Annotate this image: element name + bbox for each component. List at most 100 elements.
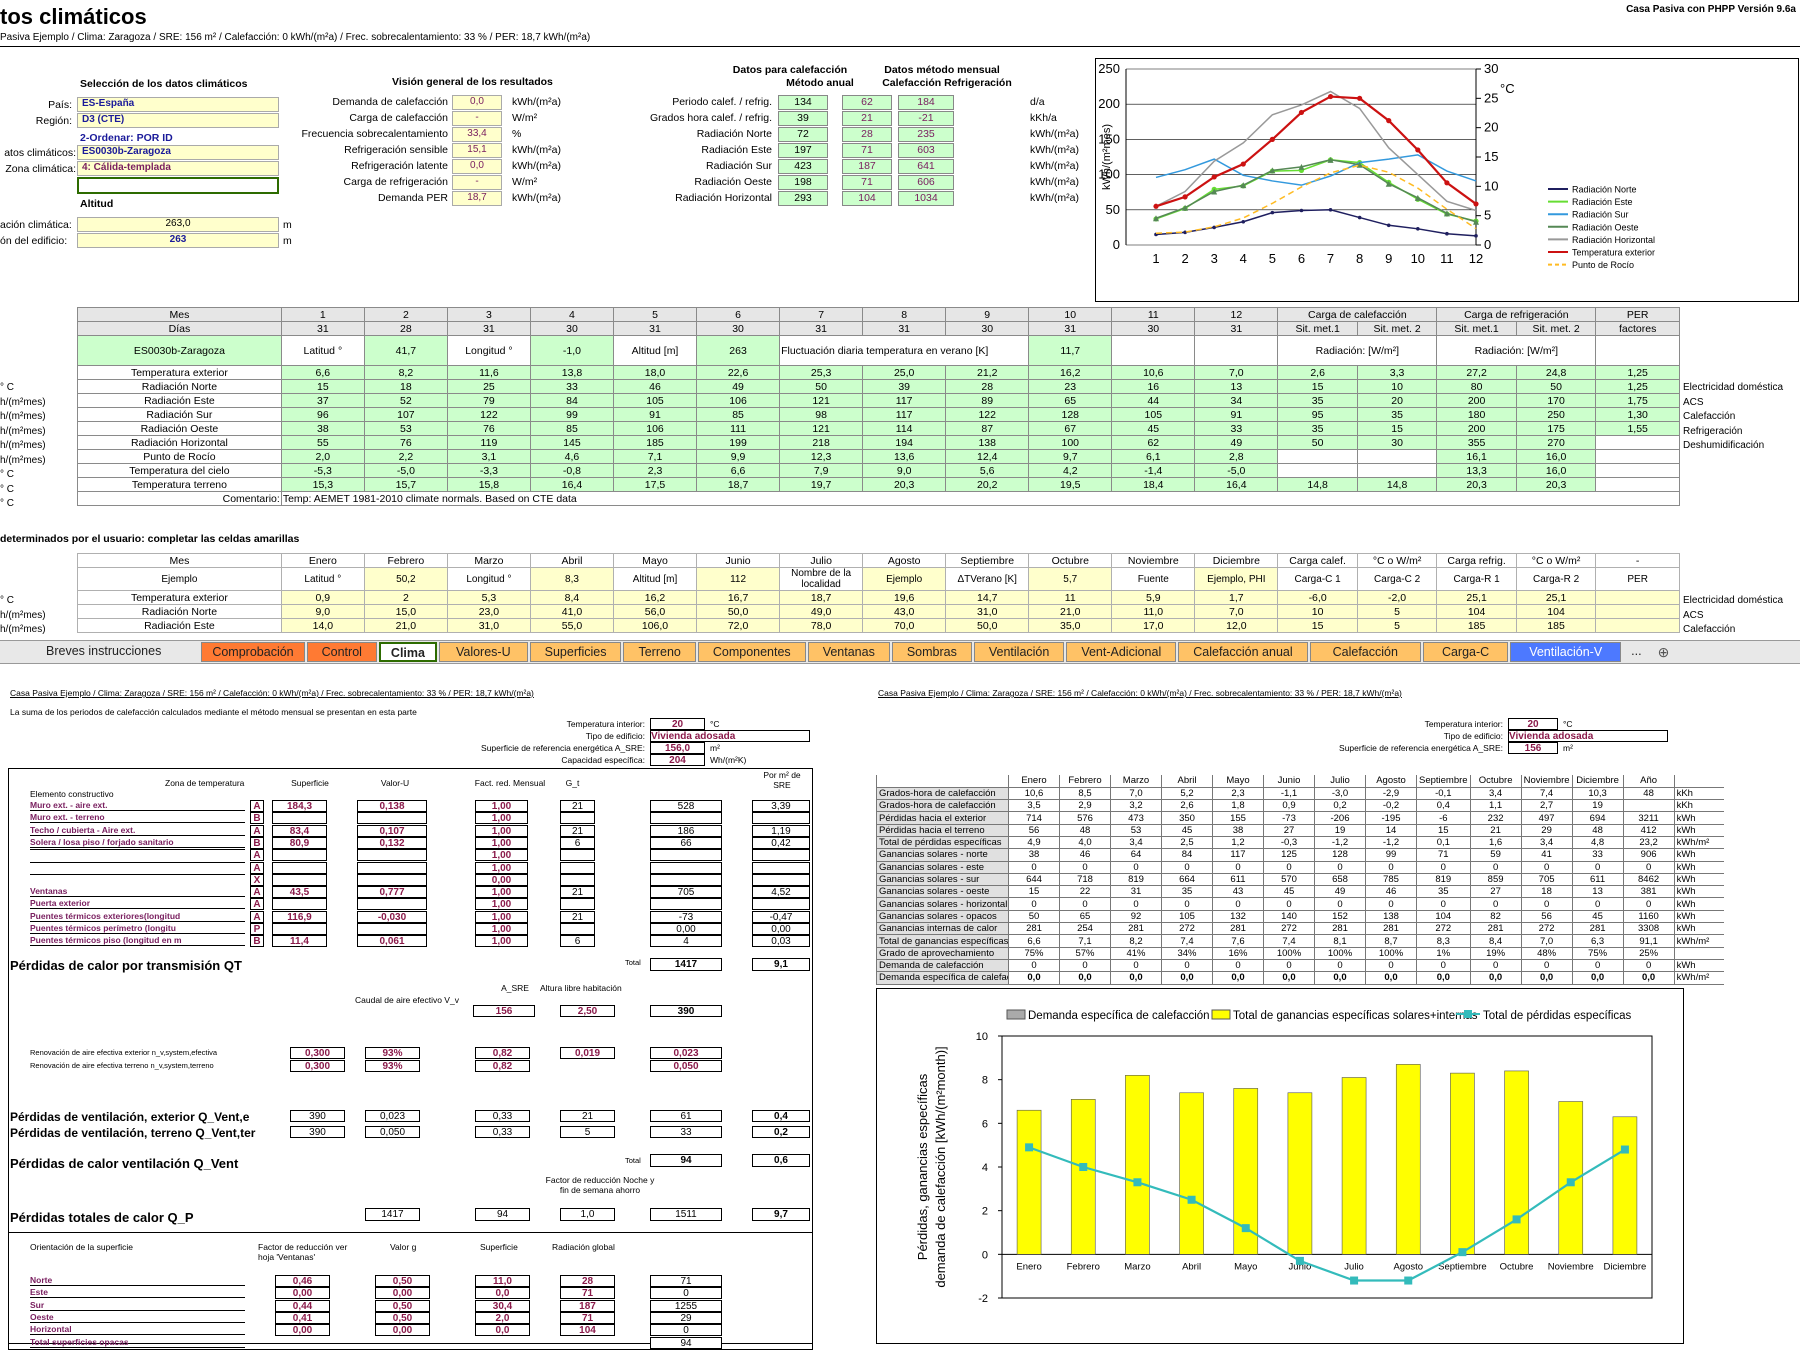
- tab--[interactable]: ...: [1623, 642, 1650, 662]
- user-value-input[interactable]: 1,7: [1194, 590, 1279, 605]
- user-value-input[interactable]: 5: [1356, 604, 1438, 619]
- user-value-input[interactable]: 14,7: [945, 590, 1030, 605]
- user-value-input[interactable]: -2,0: [1356, 590, 1438, 605]
- user-value-input[interactable]: 23,0: [446, 604, 531, 619]
- zone-code[interactable]: B: [250, 836, 264, 849]
- tab-calefacción[interactable]: Calefacción: [1309, 642, 1421, 662]
- user-value-input[interactable]: 7,0: [1194, 604, 1279, 619]
- tab-componentes[interactable]: Componentes: [697, 642, 806, 662]
- altura-value[interactable]: 2,50: [560, 1005, 615, 1017]
- user-value-input[interactable]: 19,6: [862, 590, 947, 605]
- user-value-input[interactable]: 5,9: [1111, 590, 1196, 605]
- ren-ter-value[interactable]: 0,050: [650, 1060, 722, 1072]
- region-select[interactable]: D3 (CTE): [77, 113, 279, 128]
- tab-carga-c[interactable]: Carga-C: [1422, 642, 1509, 662]
- user-value-input[interactable]: 0,9: [280, 590, 365, 605]
- user-value-input[interactable]: 5,3: [446, 590, 531, 605]
- user-meta-cell[interactable]: 112: [696, 567, 781, 591]
- tab-ventilación-v[interactable]: Ventilación-V: [1510, 642, 1622, 662]
- user-value-input[interactable]: 21,0: [1028, 604, 1113, 619]
- user-value-input[interactable]: 14,0: [280, 618, 365, 633]
- tab-calefacción-anual[interactable]: Calefacción anual: [1178, 642, 1308, 662]
- user-value-input[interactable]: -6,0: [1277, 590, 1358, 605]
- tab-breves-instrucciones[interactable]: Breves instrucciones: [8, 642, 200, 662]
- user-value-input[interactable]: 5: [1356, 618, 1438, 633]
- user-meta-cell[interactable]: 8,3: [529, 567, 615, 591]
- user-value-input[interactable]: 49,0: [779, 604, 864, 619]
- ren-ter-value[interactable]: 93%: [365, 1060, 420, 1072]
- user-value-input[interactable]: 2: [363, 590, 448, 605]
- zone-code[interactable]: B: [250, 812, 264, 825]
- ren-ter-value[interactable]: 0,82: [475, 1060, 530, 1072]
- user-value-input[interactable]: 185: [1515, 618, 1597, 633]
- user-value-input[interactable]: 35,0: [1028, 618, 1113, 633]
- user-value-input[interactable]: 31,0: [446, 618, 531, 633]
- user-value-input[interactable]: 104: [1515, 604, 1597, 619]
- user-meta-cell[interactable]: 50,2: [363, 567, 448, 591]
- zone-code[interactable]: A: [250, 824, 264, 837]
- user-value-input[interactable]: 17,0: [1111, 618, 1196, 633]
- user-value-input[interactable]: [1595, 604, 1680, 619]
- annual-meta-value[interactable]: Vivienda adosada: [650, 730, 810, 742]
- annual-meta-value[interactable]: 204: [650, 754, 705, 766]
- annual-meta-value[interactable]: 156,0: [650, 742, 705, 754]
- user-value-input[interactable]: 9,0: [280, 604, 365, 619]
- tab-ventanas[interactable]: Ventanas: [807, 642, 890, 662]
- tab-comprobación[interactable]: Comprobación: [201, 642, 305, 662]
- tab-control[interactable]: Control: [306, 642, 377, 662]
- user-value-input[interactable]: 8,4: [529, 590, 615, 605]
- zone-code[interactable]: A: [250, 861, 264, 874]
- ordenar-option[interactable]: 2-Ordenar: POR ID: [80, 132, 173, 144]
- zone-code[interactable]: A: [250, 849, 264, 862]
- user-value-input[interactable]: 104: [1436, 604, 1517, 619]
- user-value-input[interactable]: 15,0: [363, 604, 448, 619]
- ren-ext-value[interactable]: 0,023: [650, 1047, 722, 1059]
- user-value-input[interactable]: 41,0: [529, 604, 615, 619]
- user-value-input[interactable]: 50,0: [696, 604, 781, 619]
- tab-superficies[interactable]: Superficies: [529, 642, 622, 662]
- datos-climaticos-select[interactable]: ES0030b-Zaragoza: [77, 145, 279, 160]
- annual-meta-value[interactable]: 20: [650, 718, 705, 730]
- add-sheet-icon[interactable]: ⊕: [1657, 643, 1670, 660]
- tab-ventilación[interactable]: Ventilación: [973, 642, 1065, 662]
- user-value-input[interactable]: 43,0: [862, 604, 947, 619]
- user-value-input[interactable]: 185: [1436, 618, 1517, 633]
- user-value-input[interactable]: 11: [1028, 590, 1113, 605]
- zone-code[interactable]: A: [250, 898, 264, 911]
- zone-code[interactable]: P: [250, 923, 264, 935]
- user-value-input[interactable]: 106,0: [612, 618, 698, 633]
- user-meta-cell[interactable]: Ejemplo: [862, 567, 947, 591]
- ren-ter-value[interactable]: 0,300: [290, 1060, 345, 1072]
- tab-terreno[interactable]: Terreno: [623, 642, 696, 662]
- selected-cell[interactable]: [77, 177, 279, 194]
- user-value-input[interactable]: 15: [1277, 618, 1358, 633]
- user-value-input[interactable]: 10: [1277, 604, 1358, 619]
- user-value-input[interactable]: 21,0: [363, 618, 448, 633]
- user-value-input[interactable]: 25,1: [1515, 590, 1597, 605]
- tab-valores-u[interactable]: Valores-U: [438, 642, 528, 662]
- user-value-input[interactable]: [1595, 618, 1680, 633]
- user-meta-cell[interactable]: Ejemplo, PHI: [1194, 567, 1279, 591]
- ren-ext-value[interactable]: 0,300: [290, 1047, 345, 1059]
- user-value-input[interactable]: 72,0: [696, 618, 781, 633]
- tab-clima[interactable]: Clima: [378, 642, 437, 662]
- zona-select[interactable]: 4: Cálida-templada: [77, 161, 279, 176]
- user-value-input[interactable]: [1595, 590, 1680, 605]
- user-value-input[interactable]: 12,0: [1194, 618, 1279, 633]
- pais-select[interactable]: ES-España: [77, 97, 279, 112]
- tab-sombras[interactable]: Sombras: [891, 642, 972, 662]
- user-value-input[interactable]: 18,7: [779, 590, 864, 605]
- user-value-input[interactable]: 78,0: [779, 618, 864, 633]
- ren-ext-value[interactable]: 0,019: [560, 1047, 615, 1059]
- user-value-input[interactable]: 16,7: [696, 590, 781, 605]
- ren-ext-value[interactable]: 93%: [365, 1047, 420, 1059]
- user-value-input[interactable]: 31,0: [945, 604, 1030, 619]
- user-value-input[interactable]: 16,2: [612, 590, 698, 605]
- user-value-input[interactable]: 50,0: [945, 618, 1030, 633]
- zone-code[interactable]: A: [250, 886, 264, 899]
- zone-code[interactable]: A: [250, 800, 264, 812]
- zone-code[interactable]: B: [250, 935, 264, 948]
- ren-ext-value[interactable]: 0,82: [475, 1047, 530, 1059]
- alt-edif-input[interactable]: 263: [77, 233, 279, 248]
- user-meta-cell[interactable]: 5,7: [1028, 567, 1113, 591]
